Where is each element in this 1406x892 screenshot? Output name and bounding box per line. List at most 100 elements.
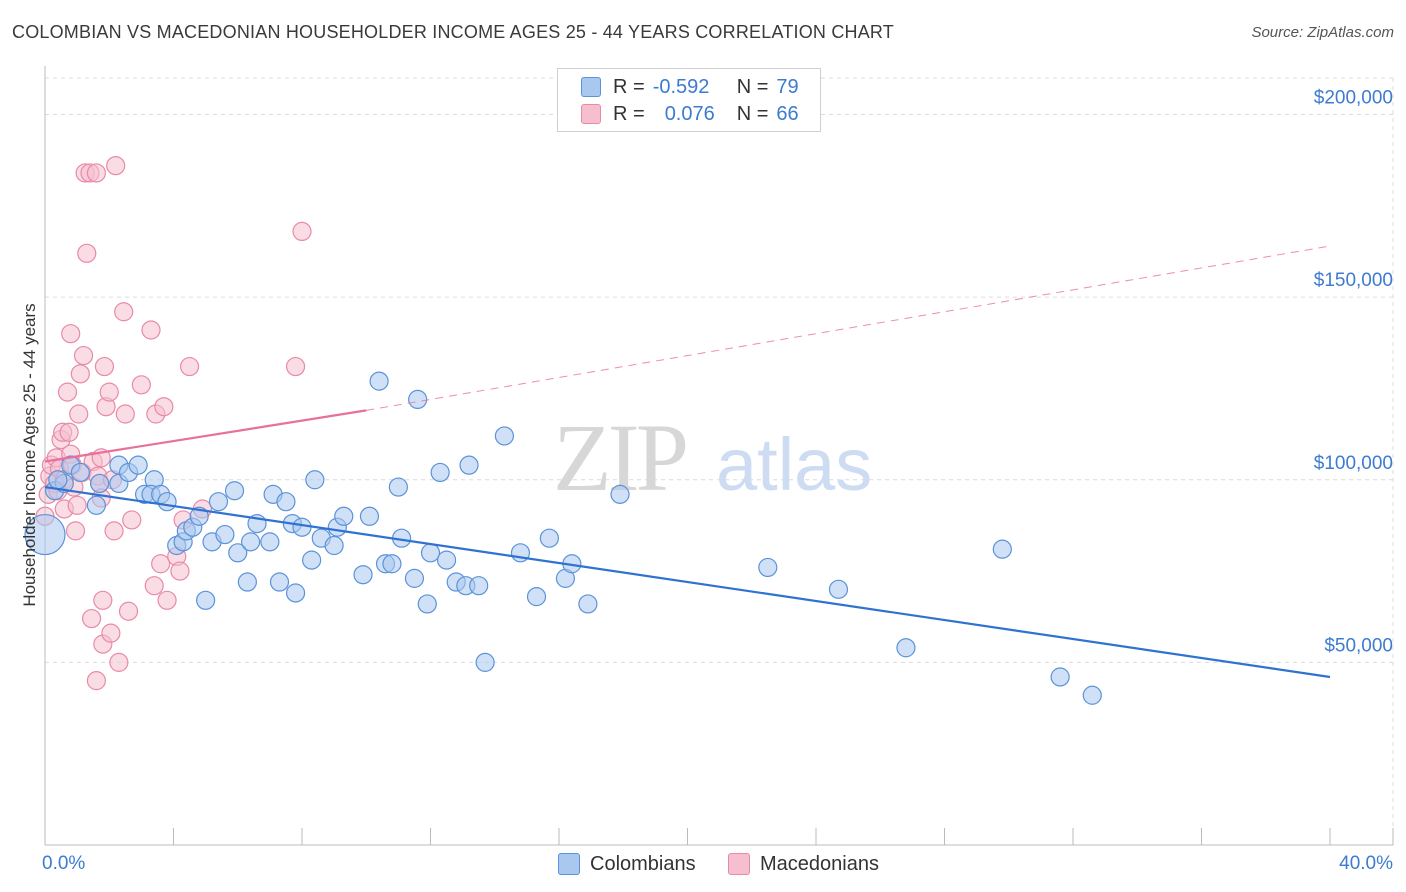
colombian-point bbox=[90, 473, 110, 494]
colombian-point bbox=[610, 484, 630, 504]
legend-n-label: N = bbox=[736, 102, 769, 125]
colombian-point bbox=[70, 462, 90, 483]
colombian-point bbox=[334, 506, 354, 526]
macedonian-point bbox=[59, 422, 79, 442]
colombian-point bbox=[157, 492, 177, 512]
macedonian-point bbox=[99, 382, 119, 402]
legend-r-label: R = bbox=[613, 75, 645, 98]
macedonian-point bbox=[151, 554, 171, 574]
colombian-point bbox=[494, 426, 514, 446]
colombians-swatch bbox=[558, 853, 580, 875]
colombian-point bbox=[224, 481, 245, 501]
macedonian-point bbox=[114, 302, 134, 322]
macedonian-point bbox=[81, 608, 102, 629]
colombian-point bbox=[578, 594, 598, 614]
macedonian-point bbox=[93, 590, 113, 610]
y-tick-label: $150,000 bbox=[1314, 270, 1393, 291]
legend-r-value-colombians: -0.592 bbox=[652, 75, 710, 98]
colombian-point bbox=[228, 543, 248, 563]
y-axis-label: Householder Income Ages 25 - 44 years bbox=[20, 303, 39, 606]
colombian-point bbox=[48, 470, 68, 490]
colombian-point bbox=[208, 492, 229, 512]
colombian-point bbox=[24, 513, 66, 556]
colombian-point bbox=[369, 371, 389, 391]
y-tick-label: $50,000 bbox=[1324, 635, 1393, 656]
colombian-point bbox=[196, 590, 216, 610]
colombian-point bbox=[382, 554, 402, 574]
colombian-point bbox=[276, 492, 296, 512]
colombian-point bbox=[896, 638, 916, 658]
colombian-point bbox=[285, 583, 306, 603]
macedonians-trend-line bbox=[44, 409, 367, 463]
colombian-point bbox=[1050, 667, 1070, 687]
macedonian-point bbox=[144, 576, 164, 596]
colombian-point bbox=[359, 506, 380, 526]
colombian-point bbox=[388, 477, 408, 497]
macedonian-point bbox=[94, 356, 115, 377]
macedonians-swatch bbox=[728, 853, 750, 875]
macedonian-point bbox=[115, 404, 135, 424]
macedonian-point bbox=[73, 345, 94, 366]
axes bbox=[44, 66, 1394, 846]
colombian-point bbox=[430, 462, 450, 483]
colombian-point bbox=[237, 572, 257, 592]
macedonian-point bbox=[141, 320, 161, 340]
colombian-point bbox=[992, 539, 1012, 559]
legend-r-label: R = bbox=[613, 102, 645, 125]
watermark-atlas: atlas bbox=[716, 423, 872, 506]
colombian-point bbox=[86, 495, 107, 515]
macedonian-point bbox=[285, 356, 306, 377]
macedonian-point bbox=[101, 623, 121, 643]
macedonian-point bbox=[104, 521, 124, 541]
chart-title: COLOMBIAN VS MACEDONIAN HOUSEHOLDER INCO… bbox=[12, 22, 894, 42]
macedonian-point bbox=[292, 221, 312, 241]
x-tick-label: 40.0% bbox=[1339, 853, 1393, 874]
colombian-point bbox=[305, 470, 325, 490]
macedonian-point bbox=[157, 590, 177, 610]
correlation-legend: R = -0.592 N = 79 R = 0.076 N = 66 bbox=[557, 68, 821, 132]
colombian-point bbox=[215, 524, 235, 545]
colombian-point bbox=[526, 587, 547, 607]
macedonian-point bbox=[154, 397, 174, 417]
tick-labels: $50,000 $100,000 $150,000 $200,000 0.0% 40.0% bbox=[42, 88, 1393, 874]
macedonian-point bbox=[170, 561, 190, 581]
legend-n-label: N = bbox=[736, 75, 769, 98]
colombian-point bbox=[758, 557, 778, 578]
colombian-point bbox=[260, 532, 280, 552]
colombian-point bbox=[436, 550, 457, 570]
source-label: Source: ZipAtlas.com bbox=[1251, 24, 1394, 41]
colombian-point bbox=[469, 576, 489, 596]
colombian-point bbox=[269, 572, 290, 592]
x-tick-label: 0.0% bbox=[42, 853, 85, 874]
macedonian-point bbox=[86, 671, 107, 691]
colombian-point bbox=[128, 455, 148, 475]
macedonian-point bbox=[106, 156, 126, 176]
macedonian-point bbox=[77, 243, 97, 263]
macedonian-point bbox=[61, 324, 81, 344]
colombian-point bbox=[404, 568, 425, 588]
bottom-legend-macedonians-label: Macedonians bbox=[760, 852, 879, 875]
colombian-point bbox=[353, 565, 373, 585]
macedonian-point bbox=[65, 521, 86, 541]
colombian-point bbox=[302, 550, 322, 570]
colombians-trend-line bbox=[44, 485, 1331, 679]
colombian-point bbox=[189, 506, 209, 526]
colombian-point bbox=[408, 389, 428, 410]
bottom-legend-macedonians: Macedonians bbox=[728, 851, 879, 877]
colombian-point bbox=[417, 594, 437, 614]
macedonian-point bbox=[179, 356, 200, 377]
macedonian-point bbox=[118, 601, 139, 621]
trend-lines bbox=[44, 245, 1331, 679]
colombian-point bbox=[324, 535, 344, 556]
legend-row-macedonians: R = 0.076 N = 66 bbox=[558, 100, 799, 128]
colombian-point bbox=[1082, 685, 1102, 705]
macedonians-points bbox=[35, 156, 312, 691]
macedonian-point bbox=[69, 404, 89, 424]
colombians-swatch bbox=[581, 77, 601, 97]
colombian-point bbox=[828, 579, 849, 599]
macedonians-trend-extension bbox=[366, 245, 1331, 411]
macedonian-point bbox=[67, 495, 87, 515]
macedonian-point bbox=[70, 364, 90, 384]
macedonian-point bbox=[57, 382, 78, 402]
